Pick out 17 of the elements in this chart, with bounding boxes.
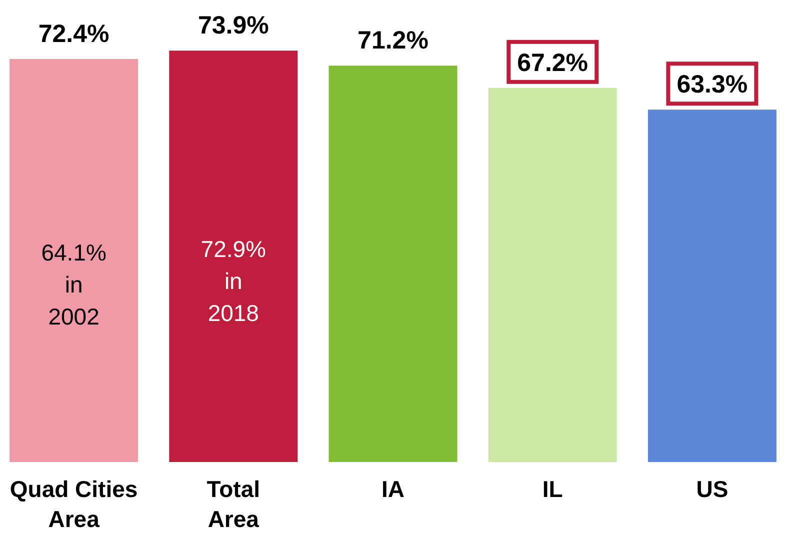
annotation: 72.9% in 2018 <box>200 236 266 326</box>
data-label: 72.4% <box>38 20 110 48</box>
bar <box>169 50 298 462</box>
x-tick-label: US <box>696 476 728 502</box>
annotation: 67.2% <box>517 48 588 77</box>
bar <box>488 88 617 462</box>
annotation: 64.1% in 2002 <box>41 240 106 330</box>
x-tick-label: IL <box>542 476 563 502</box>
x-tick-label: Quad Cities Area <box>10 476 138 532</box>
bar <box>328 66 458 462</box>
annotation: 63.3% <box>676 70 748 99</box>
data-label: 73.9% <box>198 12 269 40</box>
bar <box>648 110 776 462</box>
data-label: 71.2% <box>358 26 428 55</box>
x-tick-label: Total Area <box>206 476 260 532</box>
x-tick-label: IA <box>382 476 404 502</box>
bar <box>10 58 138 462</box>
